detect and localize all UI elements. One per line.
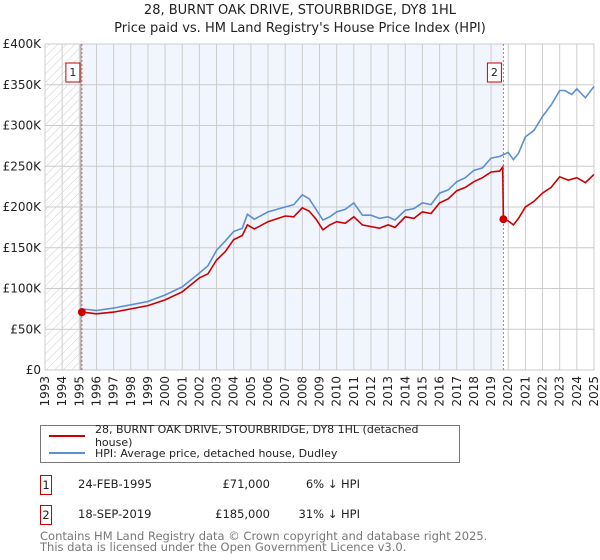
sale-point bbox=[77, 308, 86, 317]
x-tick-label: 2014 bbox=[398, 376, 412, 407]
chart-title: 28, BURNT OAK DRIVE, STOURBRIDGE, DY8 1H… bbox=[143, 3, 457, 18]
x-tick-label: 2025 bbox=[587, 376, 600, 407]
y-tick-label: £150K bbox=[3, 241, 43, 255]
legend-swatch-hpi bbox=[49, 452, 85, 454]
x-tick-label: 2019 bbox=[484, 376, 498, 407]
y-tick-label: £50K bbox=[10, 322, 42, 336]
x-tick-label: 2018 bbox=[467, 376, 481, 407]
x-tick-label: 2023 bbox=[553, 376, 567, 407]
x-tick-label: 1999 bbox=[141, 376, 155, 407]
x-tick-label: 2008 bbox=[295, 376, 309, 407]
plot-frame bbox=[44, 43, 595, 371]
legend-label-hpi: HPI: Average price, detached house, Dudl… bbox=[95, 446, 338, 460]
x-tick-label: 2013 bbox=[381, 376, 395, 407]
footer-licence: This data is licensed under the Open Gov… bbox=[40, 540, 407, 554]
x-tick-label: 1993 bbox=[38, 376, 52, 407]
x-tick-label: 1996 bbox=[89, 376, 103, 407]
sale-price: £71,000 bbox=[222, 477, 270, 491]
y-tick-label: £200K bbox=[3, 200, 43, 214]
x-tick-label: 2020 bbox=[501, 376, 515, 407]
legend-swatch-property bbox=[49, 435, 85, 437]
x-tick-label: 2000 bbox=[158, 376, 172, 407]
x-tick-label: 2001 bbox=[175, 376, 189, 407]
y-tick-label: £100K bbox=[3, 282, 43, 296]
x-tick-label: 2002 bbox=[192, 376, 206, 407]
legend: 28, BURNT OAK DRIVE, STOURBRIDGE, DY8 1H… bbox=[40, 423, 460, 463]
x-tick-label: 2015 bbox=[415, 376, 429, 407]
annotation-box bbox=[65, 62, 81, 83]
y-tick-label: £350K bbox=[3, 78, 43, 92]
x-tick-label: 2016 bbox=[433, 376, 447, 407]
sale-number: 2 bbox=[40, 505, 52, 525]
x-tick-label: 2006 bbox=[261, 376, 275, 407]
x-tick-label: 2022 bbox=[536, 376, 550, 407]
sale-point bbox=[499, 215, 508, 224]
x-tick-label: 2021 bbox=[518, 376, 532, 407]
footer: Contains HM Land Registry data © Crown c… bbox=[40, 529, 488, 554]
sale-number: 1 bbox=[40, 475, 52, 495]
sale-hpi-diff: 6% ↓ HPI bbox=[305, 477, 360, 491]
x-tick-label: 2003 bbox=[210, 376, 224, 407]
footer-copyright: Contains HM Land Registry data © Crown c… bbox=[40, 529, 488, 543]
x-tick-label: 2009 bbox=[313, 376, 327, 407]
x-tick-label: 2010 bbox=[330, 376, 344, 407]
chart-subtitle: Price paid vs. HM Land Registry's House … bbox=[114, 21, 486, 36]
x-tick-label: 2005 bbox=[244, 376, 258, 407]
sale-date: 24-FEB-1995 bbox=[78, 477, 152, 491]
x-tick-label: 2017 bbox=[450, 376, 464, 407]
sale-price: £185,000 bbox=[215, 507, 270, 521]
y-tick-label: £300K bbox=[3, 119, 43, 133]
x-tick-label: 2004 bbox=[227, 376, 241, 407]
x-tick-label: 1994 bbox=[55, 376, 69, 407]
x-tick-label: 1997 bbox=[107, 376, 121, 407]
annotation-label: 1 bbox=[69, 66, 76, 79]
plot-area: 1993 1994 1995 1996 1997 1998 1999 2000 2001 2002… bbox=[3, 37, 600, 407]
annotation-box bbox=[486, 62, 502, 83]
sale-hpi-diff: 31% ↓ HPI bbox=[298, 507, 360, 521]
legend-label-property: 28, BURNT OAK DRIVE, STOURBRIDGE, DY8 1H… bbox=[94, 423, 419, 449]
x-tick-label: 1998 bbox=[124, 376, 138, 407]
hpi-line bbox=[81, 85, 595, 312]
x-tick-label: 2012 bbox=[364, 376, 378, 407]
y-tick-label: £250K bbox=[3, 159, 43, 173]
x-tick-label: 1995 bbox=[72, 376, 86, 407]
x-tick-label: 2011 bbox=[347, 376, 361, 407]
y-tick-label: £400K bbox=[3, 37, 43, 51]
x-tick-label: 2024 bbox=[570, 376, 584, 407]
sale-date: 18-SEP-2019 bbox=[78, 507, 152, 521]
y-tick-label: £0 bbox=[26, 363, 41, 377]
x-tick-label: 2007 bbox=[278, 376, 292, 407]
annotation-label: 2 bbox=[491, 66, 498, 79]
property-price-line bbox=[81, 164, 595, 315]
